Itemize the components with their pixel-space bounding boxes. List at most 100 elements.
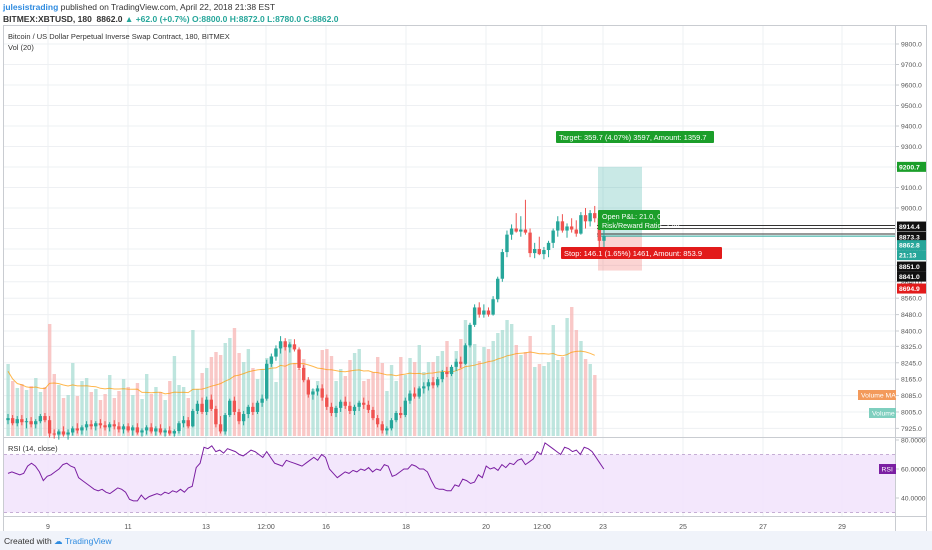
candle-body xyxy=(269,356,274,364)
candle-body xyxy=(325,397,329,407)
last-price-label-bg xyxy=(897,240,926,251)
volume-bar xyxy=(574,330,579,436)
price-tick-label: 8640.0 xyxy=(901,279,922,286)
price-tick-label: 9600.0 xyxy=(901,83,922,90)
volume-bar xyxy=(191,330,195,436)
volume-bar xyxy=(108,375,112,436)
candle-body xyxy=(131,427,135,431)
candle-body xyxy=(482,310,486,315)
volume-ma-line xyxy=(7,350,595,395)
candle-body xyxy=(500,252,505,279)
ma-price-label-bg xyxy=(897,261,926,272)
candle-body xyxy=(168,430,172,434)
candle-body xyxy=(514,228,518,232)
volume-bar xyxy=(565,318,569,436)
candle-body xyxy=(320,388,324,398)
volume-bar xyxy=(593,375,597,436)
candle-body xyxy=(338,401,343,408)
volume-tag-bg xyxy=(869,408,896,418)
candle-body xyxy=(380,424,384,431)
candle-body xyxy=(38,416,43,422)
candle-body xyxy=(556,221,560,231)
time-tick-label: 25 xyxy=(679,524,687,531)
volume-bar xyxy=(98,400,103,436)
candle-body xyxy=(329,406,334,413)
candle-body xyxy=(15,419,19,424)
footer: Created with ☁ TradingView xyxy=(0,531,932,550)
candle-body xyxy=(117,426,121,430)
symbol-line: BITMEX:XBTUSD, 180 8862.0 ▲ +62.0 (+0.7%… xyxy=(3,14,338,24)
volume-bar xyxy=(505,320,509,436)
volume-bar xyxy=(274,382,278,436)
rsi-tick-label: 80.0000 xyxy=(901,438,926,445)
volume-bar xyxy=(376,357,380,436)
candle-body xyxy=(149,427,153,432)
candle-body xyxy=(588,213,592,222)
volume-bar xyxy=(246,349,251,436)
price-tick-label: 9000.0 xyxy=(901,206,922,213)
volume-bar xyxy=(588,364,592,436)
time-tick-label: 18 xyxy=(402,524,410,531)
candle-body xyxy=(491,299,495,315)
volume-tag: Volume xyxy=(872,411,895,418)
volume-bar xyxy=(168,381,172,436)
candle-body xyxy=(214,408,218,425)
symbol-name: BITMEX:XBTUSD, 180 xyxy=(3,14,92,24)
price-tick-label: 8165.0 xyxy=(901,377,922,384)
volume-bar xyxy=(121,379,126,436)
price-tick-label: 9500.0 xyxy=(901,103,922,110)
candle-body xyxy=(366,404,371,410)
candle-body xyxy=(10,418,15,424)
volume-bars xyxy=(6,307,597,436)
volume-bar xyxy=(269,356,274,436)
volume-bar xyxy=(352,353,357,436)
volume-bar xyxy=(145,374,149,436)
volume-bar xyxy=(496,333,500,436)
volume-bar xyxy=(43,387,47,436)
volume-bar xyxy=(38,392,43,436)
candle-body xyxy=(181,420,186,424)
volume-bar xyxy=(52,374,56,436)
rsi-tag-bg xyxy=(879,464,896,474)
candle-body xyxy=(288,344,292,348)
price-tick-label: 9300.0 xyxy=(901,144,922,151)
rsi-tick-label: 40.0000 xyxy=(901,496,926,503)
stop-label-bg xyxy=(561,247,722,259)
up-arrow-icon: ▲ xyxy=(124,14,134,24)
candle-body xyxy=(362,402,366,405)
candle-body xyxy=(255,402,260,412)
volume-bar xyxy=(348,360,352,436)
candle-body xyxy=(278,341,283,349)
volume-bar xyxy=(149,394,154,436)
candle-body xyxy=(43,416,47,421)
candle-body xyxy=(417,388,421,397)
candle-body xyxy=(191,410,195,427)
candle-body xyxy=(445,372,449,375)
volume-bar xyxy=(449,369,454,436)
volume-bar xyxy=(329,356,334,436)
volume-bar xyxy=(117,391,121,436)
author-link[interactable]: julesistrading xyxy=(3,2,59,12)
volume-bar xyxy=(172,356,177,436)
candle-body xyxy=(126,426,130,431)
candle-body xyxy=(135,427,140,433)
volume-bar xyxy=(394,381,398,436)
volume-bar xyxy=(533,367,537,436)
volume-bar xyxy=(20,384,24,436)
candle-body xyxy=(412,393,417,397)
target-label: Target: 359.7 (4.07%) 3597, Amount: 1359… xyxy=(559,133,707,142)
volume-bar xyxy=(66,395,70,436)
rsi-indicator-label: RSI (14, close) xyxy=(8,444,58,453)
candle-body xyxy=(565,226,569,231)
candle-body xyxy=(486,310,491,315)
volume-bar xyxy=(126,387,130,436)
rsi-tag: RSI xyxy=(882,467,893,474)
volume-bar xyxy=(445,341,449,436)
candle-body xyxy=(477,307,481,315)
candle-body xyxy=(297,349,301,368)
candle-body xyxy=(440,372,444,380)
price-tick-label: 9800.0 xyxy=(901,42,922,49)
tradingview-brand[interactable]: TradingView xyxy=(64,536,112,546)
price-tick-label: 7925.0 xyxy=(901,426,922,433)
